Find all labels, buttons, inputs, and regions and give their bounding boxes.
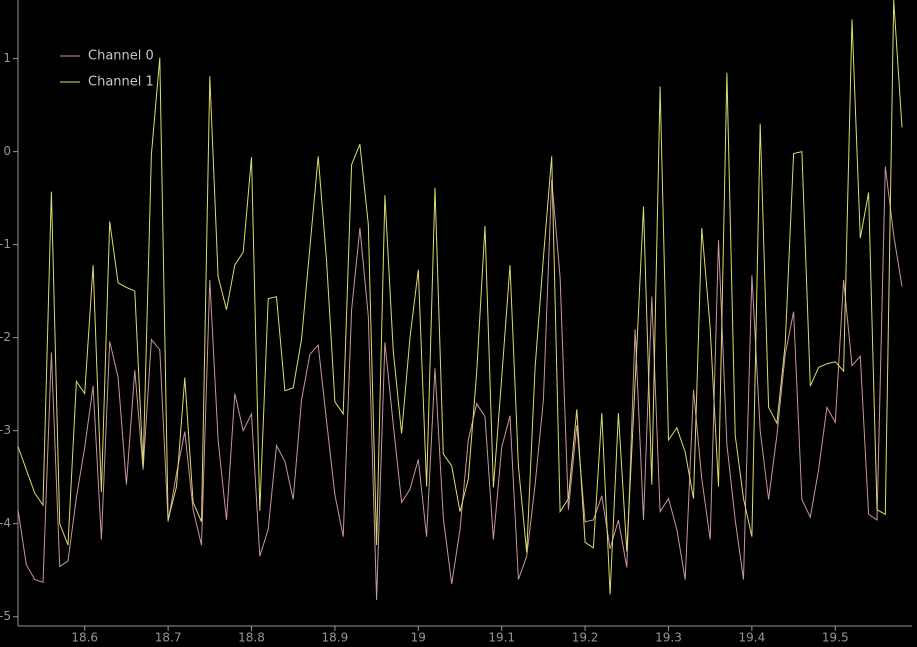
legend-label: Channel 1 [88,75,154,90]
series-line [17,166,903,601]
x-tick-label: 18.7 [155,631,182,645]
y-tick-label: 0 [3,144,11,158]
x-tick-label: 19.2 [572,631,599,645]
y-tick-label: 1 [3,51,11,65]
x-tick-label: 19.3 [655,631,682,645]
x-tick-label: 19.1 [488,631,515,645]
series-line [17,0,903,595]
y-tick-label: -5 [0,609,11,623]
x-tick-label: 19.5 [822,631,849,645]
legend-label: Channel 0 [88,49,154,64]
y-tick-label: -3 [0,423,11,437]
x-tick-label: 19 [411,631,426,645]
x-tick-label: 19.4 [739,631,766,645]
y-tick-label: -4 [0,516,11,530]
x-tick-label: 18.8 [238,631,265,645]
y-tick-label: -1 [0,237,11,251]
x-tick-label: 18.9 [322,631,349,645]
y-tick-label: -2 [0,330,11,344]
x-tick-label: 18.6 [71,631,98,645]
